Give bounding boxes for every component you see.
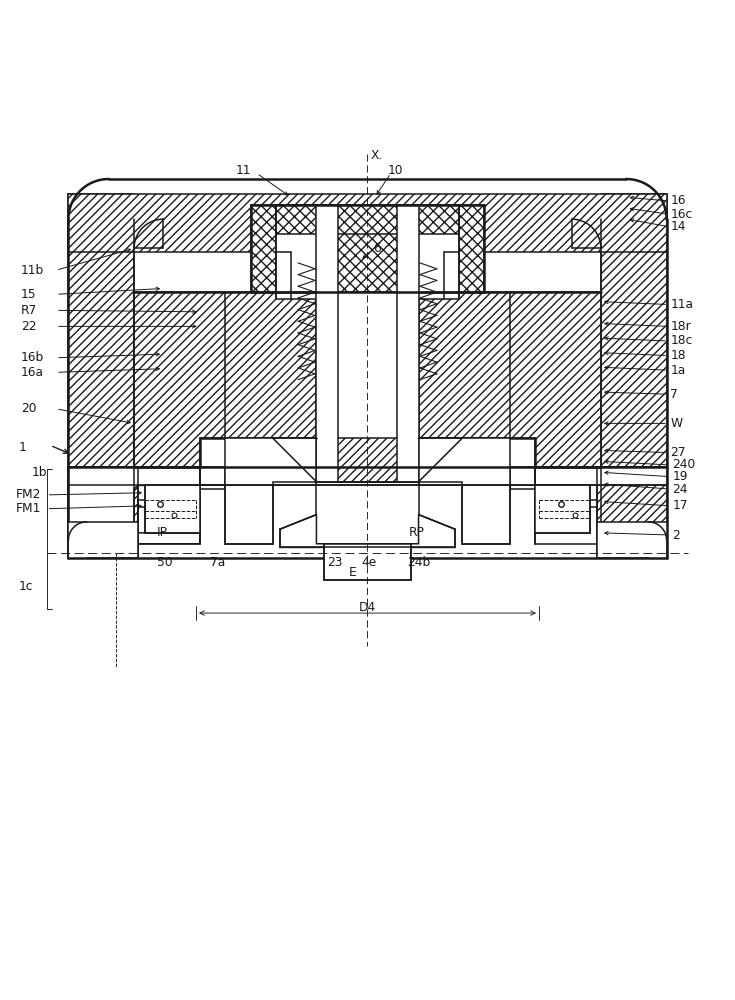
Polygon shape xyxy=(68,522,137,558)
Text: 16: 16 xyxy=(670,194,686,207)
Bar xyxy=(397,205,418,482)
Text: 24b: 24b xyxy=(407,556,430,569)
Text: 16b: 16b xyxy=(21,351,44,364)
Polygon shape xyxy=(535,485,590,533)
Text: 7: 7 xyxy=(670,388,678,401)
Polygon shape xyxy=(145,485,200,533)
Polygon shape xyxy=(225,438,317,485)
Polygon shape xyxy=(598,522,667,558)
Text: X.: X. xyxy=(370,149,383,162)
Polygon shape xyxy=(68,467,200,544)
Text: 18r: 18r xyxy=(670,320,691,333)
Text: 11a: 11a xyxy=(670,298,693,311)
Polygon shape xyxy=(273,438,462,482)
Text: 16a: 16a xyxy=(21,366,44,379)
Text: 27: 27 xyxy=(670,446,686,459)
Bar xyxy=(317,205,338,482)
Text: E: E xyxy=(349,566,356,579)
Text: 15: 15 xyxy=(21,288,37,301)
Text: R7: R7 xyxy=(21,304,37,317)
Polygon shape xyxy=(276,205,459,234)
Polygon shape xyxy=(418,438,510,485)
Text: 18: 18 xyxy=(670,349,686,362)
Polygon shape xyxy=(68,467,137,558)
Text: 17: 17 xyxy=(673,499,688,512)
Text: 1a: 1a xyxy=(670,364,686,377)
Text: 4e: 4e xyxy=(362,556,376,569)
Polygon shape xyxy=(418,292,601,467)
Text: FM2: FM2 xyxy=(16,488,41,501)
Polygon shape xyxy=(598,467,667,558)
Text: 50: 50 xyxy=(157,556,173,569)
Text: 6: 6 xyxy=(373,242,381,255)
Text: D4: D4 xyxy=(359,601,376,614)
Text: 7a: 7a xyxy=(210,556,226,569)
Bar xyxy=(401,205,459,299)
Polygon shape xyxy=(601,194,667,558)
Text: 18c: 18c xyxy=(670,334,692,347)
Polygon shape xyxy=(601,467,667,558)
Text: 10: 10 xyxy=(387,164,403,177)
Text: 1c: 1c xyxy=(19,580,33,593)
Polygon shape xyxy=(137,467,535,485)
Text: 240: 240 xyxy=(673,458,695,471)
Bar xyxy=(276,205,334,299)
Polygon shape xyxy=(68,194,667,252)
Polygon shape xyxy=(134,292,317,467)
Text: 16c: 16c xyxy=(670,208,692,221)
Text: W: W xyxy=(670,417,682,430)
Text: 24: 24 xyxy=(673,483,688,496)
Text: 19: 19 xyxy=(673,470,688,483)
Text: 11b: 11b xyxy=(21,264,44,277)
Bar xyxy=(68,467,667,485)
Polygon shape xyxy=(251,205,484,292)
Polygon shape xyxy=(280,515,455,547)
Bar xyxy=(323,544,412,580)
Text: 2: 2 xyxy=(673,529,680,542)
Text: FM1: FM1 xyxy=(16,502,41,515)
Text: 14: 14 xyxy=(670,220,686,233)
Text: 1b: 1b xyxy=(32,466,48,479)
Text: 1: 1 xyxy=(19,441,26,454)
Text: IP: IP xyxy=(157,526,168,539)
Text: 11: 11 xyxy=(236,164,251,177)
Polygon shape xyxy=(462,485,510,544)
Text: 22: 22 xyxy=(21,320,37,333)
Text: 20: 20 xyxy=(21,402,37,415)
Text: RP: RP xyxy=(409,526,425,539)
Text: 23: 23 xyxy=(327,556,343,569)
Polygon shape xyxy=(225,485,273,544)
Polygon shape xyxy=(68,467,134,558)
Polygon shape xyxy=(68,194,134,558)
